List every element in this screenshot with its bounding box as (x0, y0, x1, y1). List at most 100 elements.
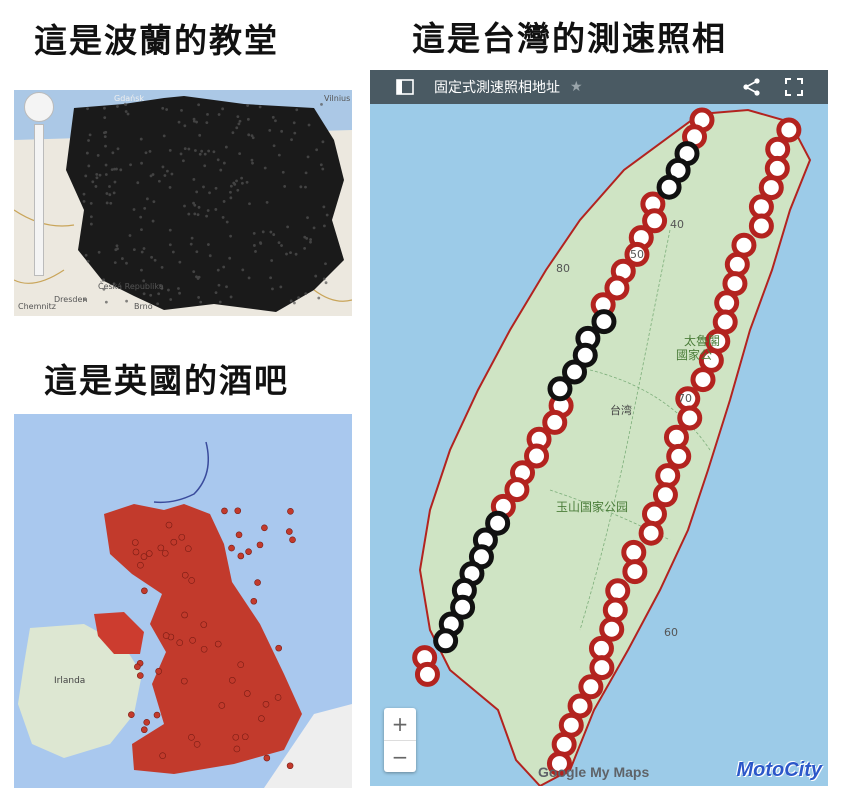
church-marker (167, 288, 170, 292)
speed-camera-marker-red[interactable] (414, 661, 440, 687)
church-marker (192, 117, 196, 121)
church-marker (214, 291, 218, 295)
speed-camera-marker-red[interactable] (546, 751, 572, 777)
poland-zoom-slider[interactable] (34, 124, 44, 276)
speed-camera-marker-red[interactable] (578, 674, 604, 700)
church-marker (203, 164, 207, 168)
speed-camera-marker-red[interactable] (599, 616, 625, 642)
share-icon[interactable] (742, 77, 762, 97)
church-marker (229, 184, 233, 188)
church-marker (116, 147, 120, 151)
speed-camera-marker-red[interactable] (602, 597, 628, 623)
church-marker (180, 108, 183, 112)
pub-marker (289, 536, 296, 544)
speed-camera-marker-red[interactable] (748, 213, 774, 239)
church-marker (89, 222, 93, 226)
church-marker (322, 277, 326, 281)
speed-camera-marker-black[interactable] (547, 376, 573, 402)
church-marker (315, 148, 319, 152)
speed-camera-marker-red[interactable] (567, 693, 593, 719)
speed-camera-marker-red[interactable] (589, 655, 615, 681)
star-icon[interactable]: ★ (570, 79, 583, 95)
church-marker (112, 282, 116, 286)
speed-camera-marker-red[interactable] (622, 559, 648, 585)
church-marker (238, 152, 242, 156)
speed-camera-marker-red[interactable] (652, 482, 678, 508)
speed-label: 50 (630, 248, 644, 261)
church-marker (103, 135, 107, 139)
speed-camera-marker-black[interactable] (591, 309, 617, 335)
speed-camera-marker-red[interactable] (638, 520, 664, 546)
church-marker (280, 244, 283, 247)
church-marker (104, 163, 108, 167)
church-marker (179, 152, 183, 156)
church-marker (208, 191, 211, 195)
church-marker (202, 185, 205, 189)
church-marker (113, 167, 116, 171)
church-marker (195, 250, 199, 254)
speed-camera-marker-red[interactable] (666, 443, 692, 469)
church-marker (103, 106, 106, 110)
speed-camera-marker-red[interactable] (758, 175, 784, 201)
church-marker (199, 300, 203, 304)
speed-camera-marker-black[interactable] (562, 359, 588, 385)
speed-camera-marker-red[interactable] (624, 241, 650, 267)
church-marker (263, 166, 267, 170)
fullscreen-icon[interactable] (784, 77, 804, 97)
speed-camera-marker-red[interactable] (776, 117, 802, 143)
church-marker (91, 180, 95, 184)
speed-camera-marker-black[interactable] (485, 510, 511, 536)
pub-marker (145, 550, 153, 557)
pub-marker (258, 715, 265, 722)
church-marker (151, 219, 155, 223)
speed-camera-marker-red[interactable] (641, 501, 667, 527)
church-marker (197, 296, 201, 299)
church-marker (132, 208, 136, 211)
pub-marker (132, 548, 140, 556)
speed-camera-marker-black[interactable] (450, 594, 476, 620)
speed-camera-marker-red[interactable] (677, 405, 703, 431)
speed-camera-marker-red[interactable] (542, 409, 568, 435)
church-marker (108, 193, 112, 197)
church-marker (231, 131, 235, 135)
church-marker (111, 151, 115, 155)
speed-camera-marker-red[interactable] (504, 477, 530, 503)
church-marker (168, 186, 172, 189)
church-marker (235, 179, 238, 183)
church-marker (250, 134, 254, 137)
poland-pan-control[interactable] (24, 92, 54, 122)
zoom-in-button[interactable]: + (384, 708, 416, 741)
caption-taiwan: 這是台灣的測速照相 (412, 19, 727, 58)
speed-camera-marker-red[interactable] (642, 208, 668, 234)
church-marker (83, 298, 87, 302)
pub-marker (162, 632, 170, 639)
church-marker (105, 201, 109, 205)
speed-camera-marker-black[interactable] (433, 628, 459, 654)
pub-marker (245, 548, 252, 555)
sidebar-toggle-icon[interactable] (396, 78, 414, 96)
church-marker (272, 233, 276, 236)
church-marker (237, 122, 241, 126)
speed-camera-marker-black[interactable] (656, 174, 682, 200)
church-marker (321, 167, 325, 171)
speed-camera-marker-black[interactable] (572, 342, 598, 368)
poland-map: Vilnius Gdańsk Dresden Chemnitz Česká Re… (14, 90, 352, 316)
church-marker (304, 171, 308, 175)
church-marker (145, 197, 149, 201)
church-marker (309, 240, 312, 244)
pub-marker (232, 733, 240, 741)
church-marker (299, 185, 303, 189)
church-marker (178, 291, 181, 295)
speed-camera-marker-red[interactable] (524, 443, 550, 469)
speed-camera-marker-red[interactable] (604, 275, 630, 301)
church-marker (183, 124, 187, 128)
zoom-out-button[interactable]: − (391, 745, 409, 769)
church-marker (281, 170, 285, 174)
church-marker (279, 285, 283, 289)
google-maps-attribution[interactable]: Google My Maps (538, 764, 650, 780)
church-marker (320, 102, 323, 106)
church-marker (317, 296, 321, 300)
pub-marker (218, 702, 226, 709)
speed-camera-marker-red[interactable] (690, 367, 716, 393)
church-marker (212, 150, 216, 154)
